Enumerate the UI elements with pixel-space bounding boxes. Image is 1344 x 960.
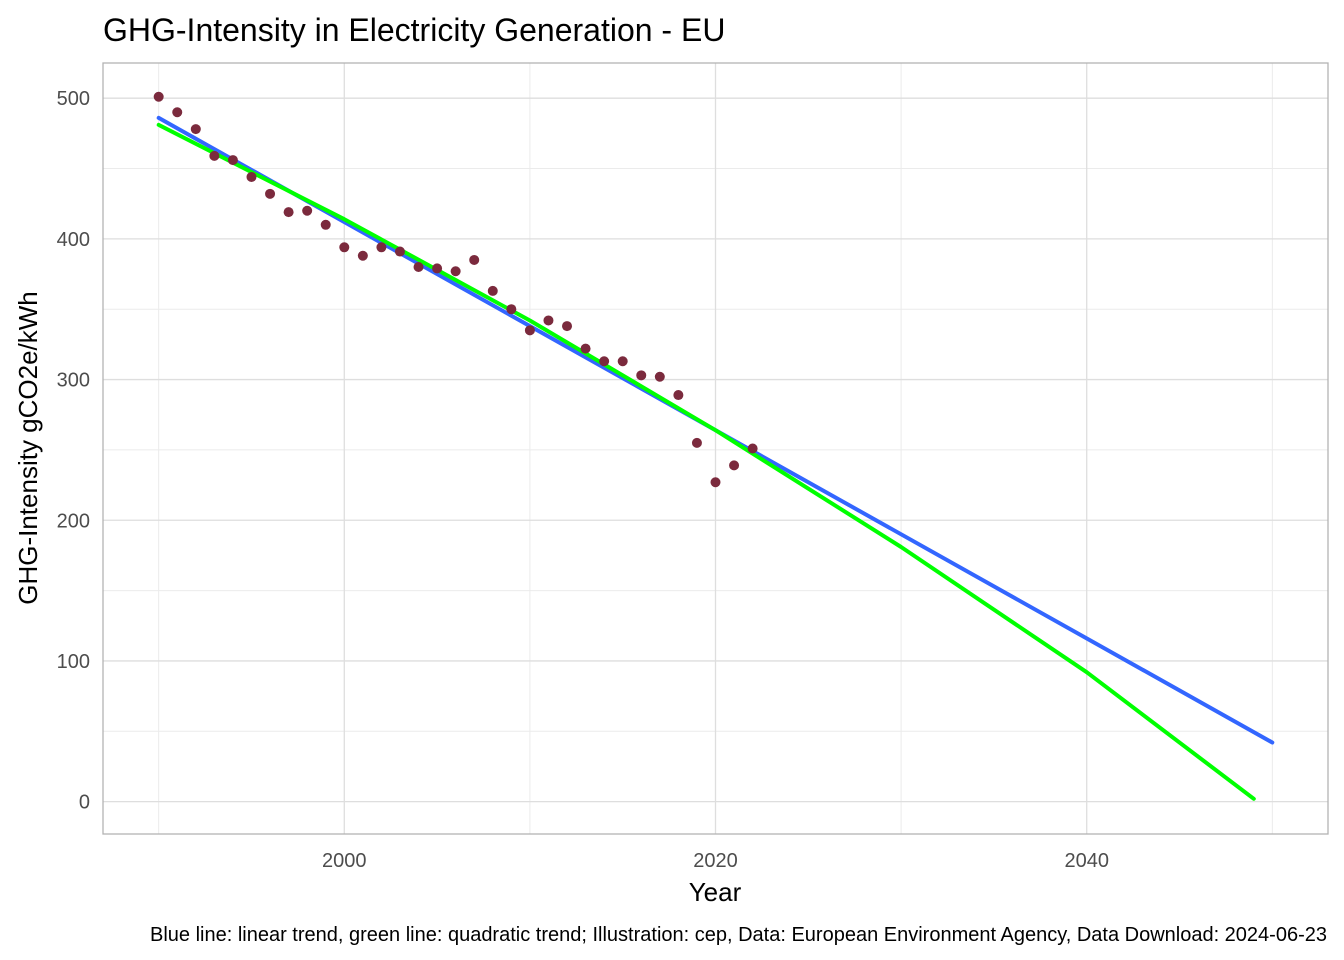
plot-area <box>102 62 1329 835</box>
y-tick-label: 300 <box>57 370 90 392</box>
data-point <box>302 205 313 216</box>
data-point <box>729 460 740 471</box>
data-point <box>320 219 331 230</box>
data-point <box>710 477 721 488</box>
y-axis-title: GHG-Intensity gCO2e/kWh <box>13 291 43 605</box>
y-axis-ticks: 0 100 200 300 400 500 <box>57 88 90 813</box>
data-point <box>357 250 368 261</box>
data-point <box>673 390 684 401</box>
data-point <box>394 246 405 257</box>
data-point <box>450 266 461 277</box>
data-point <box>580 343 591 354</box>
data-point <box>283 207 294 218</box>
x-axis-title: Year <box>689 877 742 907</box>
data-point <box>562 321 573 332</box>
y-tick-label: 400 <box>57 229 90 251</box>
data-points <box>153 91 758 488</box>
data-point <box>543 315 554 326</box>
data-point <box>617 356 628 367</box>
y-tick-label: 200 <box>57 510 90 532</box>
y-tick-label: 100 <box>57 651 90 673</box>
y-tick-label: 0 <box>79 792 90 814</box>
plot-border <box>102 62 1329 835</box>
data-point <box>246 171 257 182</box>
data-point <box>153 91 164 102</box>
data-point <box>599 356 610 367</box>
x-tick-label: 2000 <box>322 850 367 872</box>
data-point <box>747 443 758 454</box>
data-point <box>636 370 647 381</box>
y-tick-label: 500 <box>57 88 90 110</box>
data-point <box>339 242 350 253</box>
grid <box>103 63 1328 834</box>
data-point <box>654 371 665 382</box>
data-point <box>524 325 535 336</box>
data-point <box>172 107 183 118</box>
data-point <box>691 437 702 448</box>
data-point <box>265 188 276 199</box>
data-point <box>487 285 498 296</box>
data-point <box>209 150 220 161</box>
data-point <box>190 124 201 135</box>
data-point <box>227 155 238 166</box>
data-point <box>376 242 387 253</box>
chart-title: GHG-Intensity in Electricity Generation … <box>103 12 725 48</box>
trend-lines <box>156 115 1275 801</box>
x-axis-ticks: 2000 2020 2040 <box>322 850 1109 872</box>
chart-caption: Blue line: linear trend, green line: qua… <box>150 924 1327 946</box>
data-point <box>506 304 517 315</box>
x-tick-label: 2020 <box>693 850 738 872</box>
data-point <box>432 263 443 274</box>
quadratic-trend-line <box>156 122 1256 801</box>
data-point <box>469 254 480 265</box>
x-tick-label: 2040 <box>1064 850 1109 872</box>
data-point <box>413 262 424 273</box>
